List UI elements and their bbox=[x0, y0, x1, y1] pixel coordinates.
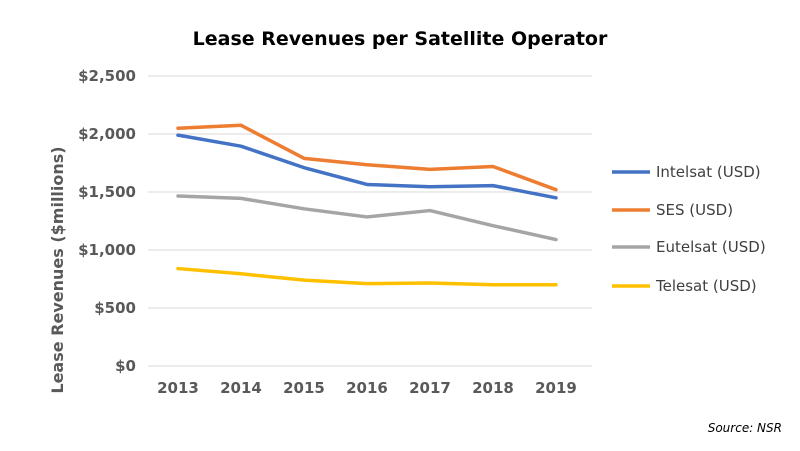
series-line-intelsat bbox=[176, 133, 558, 200]
x-tick-label: 2015 bbox=[283, 379, 325, 397]
legend: Intelsat (USD) SES (USD) Eutelsat (USD) Tel… bbox=[612, 163, 766, 295]
y-tick-label: $1,500 bbox=[78, 183, 136, 201]
y-tick-label: $0 bbox=[115, 357, 136, 375]
y-tick-label: $2,000 bbox=[78, 125, 136, 143]
chart-title: Lease Revenues per Satellite Operator bbox=[193, 28, 608, 50]
x-tick-label: 2014 bbox=[220, 379, 262, 397]
y-tick-label: $2,500 bbox=[78, 67, 136, 85]
legend-label: SES (USD) bbox=[656, 201, 733, 219]
series-line-ses bbox=[176, 123, 558, 192]
series-lines bbox=[176, 123, 558, 287]
y-tick-label: $500 bbox=[94, 299, 136, 317]
series-line-eutelsat bbox=[176, 194, 558, 242]
x-axis-ticks: 2013 2014 2015 2016 2017 2018 2019 bbox=[157, 379, 577, 397]
x-tick-label: 2017 bbox=[409, 379, 451, 397]
legend-label: Eutelsat (USD) bbox=[656, 238, 766, 256]
x-tick-label: 2018 bbox=[472, 379, 514, 397]
x-tick-label: 2019 bbox=[535, 379, 577, 397]
gridlines bbox=[148, 75, 592, 367]
y-tick-label: $1,000 bbox=[78, 241, 136, 259]
x-tick-label: 2013 bbox=[157, 379, 199, 397]
legend-label: Telesat (USD) bbox=[655, 277, 757, 295]
y-axis-label: Lease Revenues ($millions) bbox=[48, 146, 67, 393]
y-axis-ticks: $0 $500 $1,000 $1,500 $2,000 $2,500 bbox=[78, 67, 136, 375]
legend-label: Intelsat (USD) bbox=[656, 163, 761, 181]
series-line-telesat bbox=[176, 266, 558, 287]
x-tick-label: 2016 bbox=[346, 379, 388, 397]
source-note: Source: NSR bbox=[708, 421, 782, 435]
